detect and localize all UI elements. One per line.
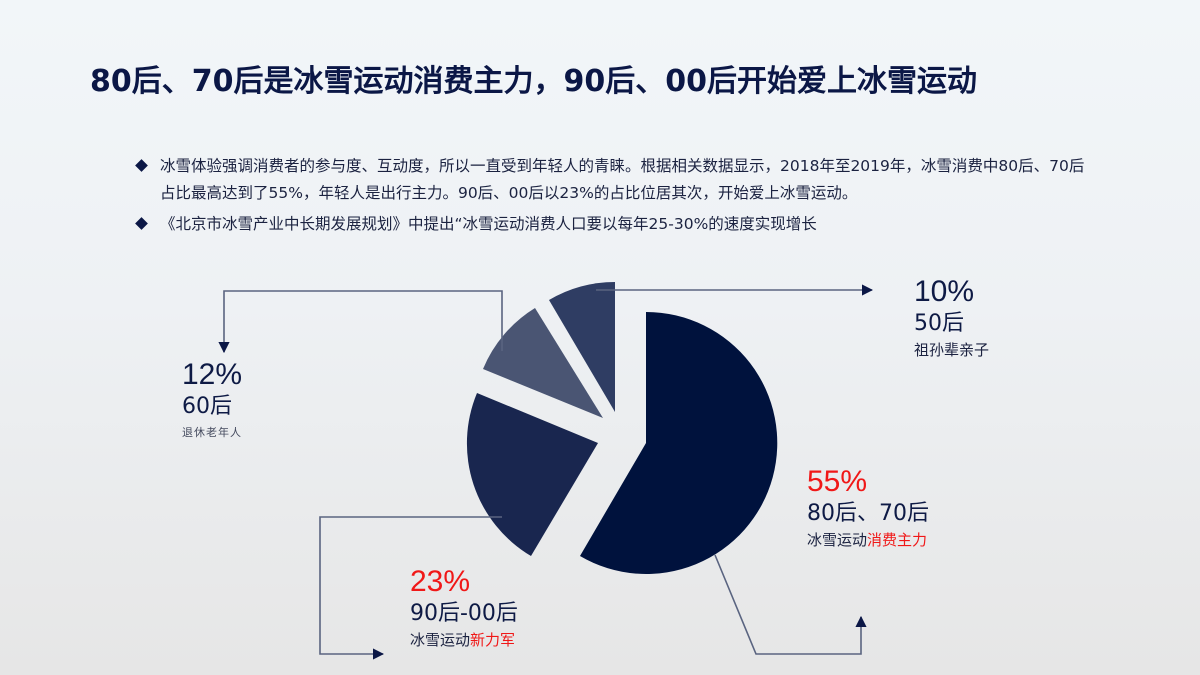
label-50-desc: 祖孙辈亲子: [914, 341, 990, 359]
label-50-pct: 10%: [914, 275, 975, 308]
connector-8070: [714, 554, 867, 655]
label-9000-desc-plain: 冰雪运动: [410, 631, 471, 649]
label-8070: 55% 80后、70后 冰雪运动消费主力: [807, 465, 929, 551]
label-50-gen: 50后: [914, 311, 964, 336]
label-60-gen: 60后: [182, 394, 232, 419]
bullet-text: 《北京市冰雪产业中长期发展规划》中提出“冰雪运动消费人口要以每年25-30%的速…: [160, 215, 817, 233]
pie-slice-10: [549, 282, 615, 412]
label-8070-gen: 80后、70后: [807, 501, 929, 526]
bullet-item: 《北京市冰雪产业中长期发展规划》中提出“冰雪运动消费人口要以每年25-30%的速…: [135, 211, 1095, 238]
label-8070-pct: 55%: [807, 465, 868, 498]
bullet-text: 冰雪体验强调消费者的参与度、互动度，所以一直受到年轻人的青睐。根据相关数据显示，…: [160, 157, 1085, 202]
connector-60: [218, 290, 503, 354]
label-9000-pct: 23%: [410, 565, 471, 598]
bullet-list: 冰雪体验强调消费者的参与度、互动度，所以一直受到年轻人的青睐。根据相关数据显示，…: [135, 153, 1095, 238]
label-8070-desc-highlight: 消费主力: [867, 531, 928, 549]
pie-slice-55: [580, 311, 778, 574]
label-9000-desc: 冰雪运动新力军: [410, 629, 518, 651]
pie-slice-23: [466, 393, 598, 556]
label-60-desc: 退休老年人: [182, 426, 242, 439]
label-50: 10% 50后 祖孙辈亲子: [914, 275, 989, 361]
label-9000: 23% 90后-00后 冰雪运动新力军: [410, 565, 518, 651]
bullet-item: 冰雪体验强调消费者的参与度、互动度，所以一直受到年轻人的青睐。根据相关数据显示，…: [135, 153, 1095, 207]
pie-slice-12: [483, 308, 603, 418]
connector-9000: [319, 516, 502, 660]
label-60: 12% 60后 退休老年人: [182, 358, 242, 444]
label-8070-desc: 冰雪运动消费主力: [807, 529, 929, 551]
label-9000-desc-highlight: 新力军: [470, 631, 516, 649]
label-8070-desc-plain: 冰雪运动: [807, 531, 868, 549]
label-60-pct: 12%: [182, 358, 243, 391]
page-title: 80后、70后是冰雪运动消费主力，90后、00后开始爱上冰雪运动: [90, 64, 977, 99]
label-9000-gen: 90后-00后: [410, 601, 518, 626]
